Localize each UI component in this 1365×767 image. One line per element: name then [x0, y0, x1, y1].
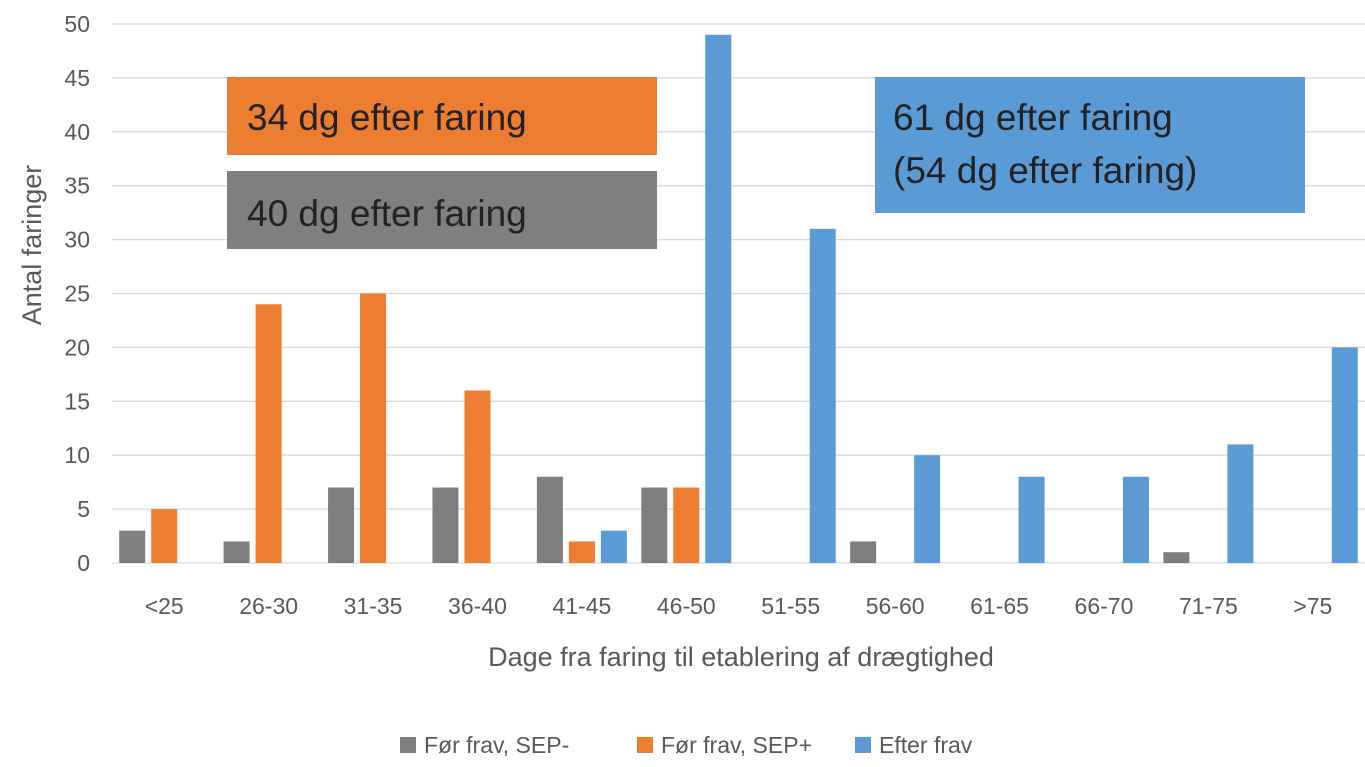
x-tick-label: 26-30 — [239, 593, 298, 619]
y-axis-title: Antal faringer — [17, 165, 47, 326]
x-tick-label: 61-65 — [970, 593, 1029, 619]
legend-swatch — [637, 737, 653, 753]
legend-label: Før frav, SEP- — [424, 732, 569, 758]
x-tick-label: 56-60 — [866, 593, 925, 619]
y-tick-label: 20 — [64, 334, 90, 360]
annotation-text: 61 dg efter faring — [893, 97, 1173, 138]
bar-31-35-Før frav, SEP- — [328, 487, 355, 563]
x-axis-ticks: <25 26-30 31-35 36-40 41-45 46-50 51-55 56-60 61… — [145, 593, 1333, 619]
annotation-text: (54 dg efter faring) — [893, 150, 1197, 191]
x-tick-label: 31-35 — [344, 593, 403, 619]
legend-label: Før frav, SEP+ — [661, 732, 812, 758]
bar-56-60-Før frav, SEP- — [850, 541, 877, 563]
x-tick-label: 66-70 — [1075, 593, 1134, 619]
y-tick-label: 15 — [64, 388, 90, 414]
y-tick-label: 30 — [64, 227, 90, 253]
annotation-text: 40 dg efter faring — [247, 193, 527, 234]
annotation-text: 34 dg efter faring — [247, 97, 527, 138]
bar-41-45-Efter frav — [600, 530, 627, 563]
y-tick-label: 25 — [64, 281, 90, 307]
bar-71-75-Efter frav — [1227, 444, 1254, 563]
annotations: 34 dg efter faring 40 dg efter faring 61 d… — [227, 77, 1305, 249]
y-axis-ticks: 0 5 10 15 20 25 30 35 40 45 50 — [64, 11, 90, 576]
bar-71-75-Før frav, SEP- — [1163, 552, 1190, 563]
bar-46-50-Efter frav — [705, 34, 732, 563]
bar->75-Efter frav — [1331, 347, 1358, 563]
x-tick-label: 51-55 — [761, 593, 820, 619]
annotation-box — [875, 77, 1305, 213]
bar-36-40-Før frav, SEP+ — [464, 390, 491, 563]
bar-66-70-Efter frav — [1122, 476, 1149, 563]
y-tick-label: 45 — [64, 65, 90, 91]
x-tick-label: >75 — [1293, 593, 1332, 619]
legend-swatch — [400, 737, 416, 753]
bar-26-30-Før frav, SEP+ — [255, 304, 282, 563]
y-tick-label: 10 — [64, 442, 90, 468]
bar-26-30-Før frav, SEP- — [223, 541, 250, 563]
y-tick-label: 35 — [64, 173, 90, 199]
legend-label: Efter frav — [879, 732, 973, 758]
y-tick-label: 0 — [77, 550, 90, 576]
y-tick-label: 50 — [64, 11, 90, 37]
y-tick-label: 5 — [77, 496, 90, 522]
annotation-box — [227, 171, 657, 249]
y-tick-label: 40 — [64, 119, 90, 145]
bar-31-35-Før frav, SEP+ — [360, 293, 387, 563]
bar-46-50-Før frav, SEP+ — [673, 487, 700, 563]
legend: Før frav, SEP- Før frav, SEP+ Efter frav — [400, 732, 973, 758]
bar-51-55-Efter frav — [809, 228, 836, 563]
bar-56-60-Efter frav — [914, 455, 941, 563]
x-tick-label: <25 — [145, 593, 184, 619]
bar-36-40-Før frav, SEP- — [432, 487, 459, 563]
x-axis-title: Dage fra faring til etablering af drægti… — [488, 642, 994, 672]
bar-41-45-Før frav, SEP+ — [568, 541, 595, 563]
bar-<25-Før frav, SEP+ — [151, 509, 178, 563]
annotation-box — [227, 77, 657, 155]
bar-41-45-Før frav, SEP- — [536, 476, 563, 563]
x-tick-label: 36-40 — [448, 593, 507, 619]
x-tick-label: 41-45 — [552, 593, 611, 619]
bar-61-65-Efter frav — [1018, 476, 1045, 563]
x-tick-label: 46-50 — [657, 593, 716, 619]
bar-46-50-Før frav, SEP- — [641, 487, 668, 563]
bar-<25-Før frav, SEP- — [119, 530, 146, 563]
legend-swatch — [855, 737, 871, 753]
bars — [119, 34, 1358, 563]
x-tick-label: 71-75 — [1179, 593, 1238, 619]
